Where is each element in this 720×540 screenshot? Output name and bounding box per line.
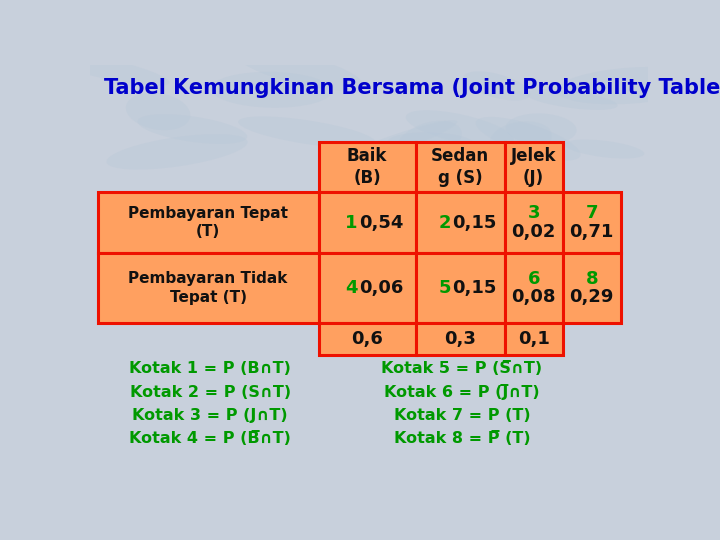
Text: Kotak 2 = P (S∩T): Kotak 2 = P (S∩T) xyxy=(130,384,291,400)
Bar xyxy=(415,323,505,355)
Text: 0,54: 0,54 xyxy=(359,214,403,232)
Ellipse shape xyxy=(235,49,362,90)
Text: Kotak 8 = P̅ (T): Kotak 8 = P̅ (T) xyxy=(394,431,531,445)
Ellipse shape xyxy=(387,132,476,156)
Ellipse shape xyxy=(328,120,457,168)
Text: Kotak 6 = P (J̅∩T): Kotak 6 = P (J̅∩T) xyxy=(384,384,540,400)
Text: 8: 8 xyxy=(585,270,598,288)
Text: 1: 1 xyxy=(346,214,358,232)
Ellipse shape xyxy=(138,114,247,144)
Ellipse shape xyxy=(238,117,376,148)
Ellipse shape xyxy=(406,110,513,146)
Bar xyxy=(319,192,415,253)
Text: 2: 2 xyxy=(438,214,451,232)
Ellipse shape xyxy=(464,71,530,100)
Bar xyxy=(415,142,505,192)
Text: 0,1: 0,1 xyxy=(518,330,549,348)
Text: 0,02: 0,02 xyxy=(511,223,556,241)
Bar xyxy=(505,142,563,192)
Ellipse shape xyxy=(557,67,706,104)
Ellipse shape xyxy=(33,49,169,86)
Text: 0,29: 0,29 xyxy=(570,288,614,306)
Text: 7: 7 xyxy=(585,205,598,222)
Ellipse shape xyxy=(490,122,552,157)
Text: Kotak 7 = P (T): Kotak 7 = P (T) xyxy=(394,408,531,423)
Text: 0,15: 0,15 xyxy=(452,279,496,297)
Text: Sedan
g (S): Sedan g (S) xyxy=(431,147,489,187)
Text: 3: 3 xyxy=(528,205,540,222)
Text: Pembayaran Tidak
Tepat (T): Pembayaran Tidak Tepat (T) xyxy=(128,271,288,305)
Ellipse shape xyxy=(564,139,644,159)
Text: 0,6: 0,6 xyxy=(351,330,383,348)
Ellipse shape xyxy=(526,89,618,110)
Ellipse shape xyxy=(107,134,248,170)
Bar xyxy=(563,253,621,323)
Bar xyxy=(98,253,319,323)
Text: 6: 6 xyxy=(528,270,540,288)
Text: Kotak 5 = P (S̅∩T): Kotak 5 = P (S̅∩T) xyxy=(382,361,543,376)
Text: 0,15: 0,15 xyxy=(452,214,496,232)
Text: 0,06: 0,06 xyxy=(359,279,403,297)
Text: Kotak 3 = P (J∩T): Kotak 3 = P (J∩T) xyxy=(132,408,288,423)
Bar xyxy=(505,323,563,355)
Text: Pembayaran Tepat
(T): Pembayaran Tepat (T) xyxy=(128,206,288,239)
Text: Baik
(B): Baik (B) xyxy=(347,147,387,187)
Bar xyxy=(415,192,505,253)
Text: 0,3: 0,3 xyxy=(444,330,476,348)
Text: Jelek
(J): Jelek (J) xyxy=(511,147,557,187)
Text: 0,71: 0,71 xyxy=(570,223,614,241)
Bar xyxy=(319,253,415,323)
Bar xyxy=(505,253,563,323)
Bar xyxy=(415,253,505,323)
Ellipse shape xyxy=(476,117,580,160)
Bar xyxy=(563,192,621,253)
Bar xyxy=(98,192,319,253)
Ellipse shape xyxy=(396,121,462,162)
Text: Kotak 4 = P (B̅∩T): Kotak 4 = P (B̅∩T) xyxy=(129,431,291,445)
Ellipse shape xyxy=(211,72,332,108)
Ellipse shape xyxy=(126,93,190,130)
Text: 4: 4 xyxy=(346,279,358,297)
Text: Tabel Kemungkinan Bersama (Joint Probability Table): Tabel Kemungkinan Bersama (Joint Probabi… xyxy=(104,78,720,98)
Bar xyxy=(505,192,563,253)
Text: Kotak 1 = P (B∩T): Kotak 1 = P (B∩T) xyxy=(129,361,291,376)
Text: 0,08: 0,08 xyxy=(511,288,556,306)
Bar xyxy=(319,323,415,355)
Ellipse shape xyxy=(505,113,577,145)
Text: 5: 5 xyxy=(438,279,451,297)
Bar xyxy=(319,142,415,192)
